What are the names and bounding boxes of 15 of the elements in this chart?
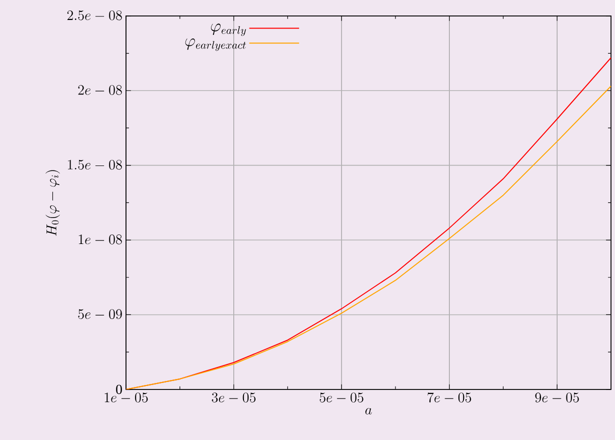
y-tick-label: $2e-08$	[78, 85, 122, 95]
legend-label: $\varphi_{early}$	[210, 24, 246, 36]
y-tick-label: $1.5e-08$	[68, 160, 122, 170]
x-tick-label: $7e-05$	[428, 392, 472, 402]
x-tick-label: $9e-05$	[535, 392, 579, 402]
y-tick-label: $1e-08$	[78, 234, 122, 244]
x-tick-label: $1e-05$	[104, 392, 148, 402]
legend-label: $\varphi_{earlyexact}$	[185, 38, 246, 51]
y-tick-label: $5e-09$	[78, 309, 122, 319]
y-axis-title: $H_0(\varphi-\varphi_i)$	[46, 170, 60, 236]
x-axis-title: $a$	[365, 408, 372, 414]
y-tick-label: $2.5e-08$	[67, 10, 122, 20]
x-tick-label: $5e-05$	[320, 392, 364, 402]
y-tick-label: 0	[116, 384, 122, 394]
x-tick-label: $3e-05$	[212, 392, 256, 402]
